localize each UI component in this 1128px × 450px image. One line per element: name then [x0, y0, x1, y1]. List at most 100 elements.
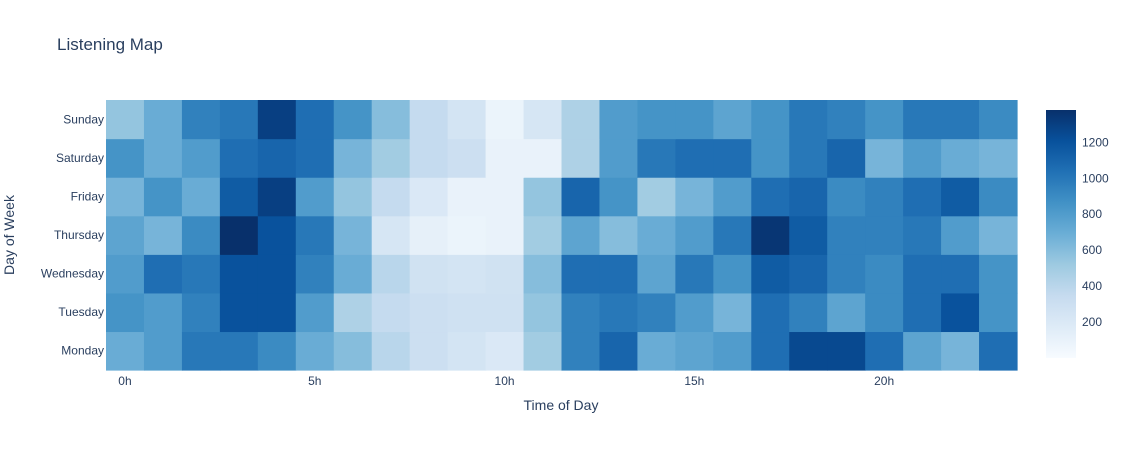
- heatmap-cell: [295, 215, 335, 255]
- heatmap-cell: [106, 138, 145, 178]
- heatmap-cell: [333, 177, 373, 217]
- heatmap-cell: [106, 331, 145, 371]
- heatmap-cell: [447, 177, 487, 217]
- chart-title: Listening Map: [57, 35, 163, 54]
- heatmap-cell: [447, 100, 487, 140]
- heatmap-cell: [523, 331, 563, 371]
- heatmap-cell: [371, 177, 411, 217]
- heatmap-cell: [181, 331, 221, 371]
- heatmap-cell: [295, 138, 335, 178]
- heatmap-cell: [751, 292, 790, 333]
- heatmap-cell: [903, 331, 942, 371]
- heatmap-cell: [181, 215, 221, 255]
- colorbar-tick-labels: 200 400 600 800 1000 1200: [1082, 135, 1109, 329]
- colorbar: [1046, 110, 1076, 358]
- heatmap-cell: [219, 292, 259, 333]
- heatmap-cell: [219, 215, 259, 255]
- heatmap-cell: [865, 254, 904, 294]
- heatmap-cell: [371, 331, 411, 371]
- heatmap-cell: [637, 138, 676, 178]
- colorbar-tick-label: 1200: [1082, 135, 1109, 149]
- heatmap-cell: [979, 331, 1018, 371]
- heatmap-cell: [713, 331, 752, 371]
- heatmap-cell: [561, 331, 601, 371]
- heatmap-cell: [941, 331, 980, 371]
- heatmap-cell: [789, 215, 828, 255]
- heatmap-cell: [295, 177, 335, 217]
- colorbar-tick-label: 200: [1082, 315, 1102, 329]
- heatmap-cell: [219, 254, 259, 294]
- heatmap-cell: [447, 215, 487, 255]
- heatmap-cell: [865, 292, 904, 333]
- colorbar-tick-label: 400: [1082, 279, 1102, 293]
- heatmap-cell: [865, 215, 904, 255]
- x-tick-label: 0h: [118, 374, 131, 388]
- heatmap-cell: [181, 254, 221, 294]
- y-tick-label: Monday: [61, 344, 104, 358]
- heatmap-cell: [257, 292, 297, 333]
- heatmap-cell: [523, 292, 563, 333]
- heatmap-cell: [751, 331, 790, 371]
- heatmap-cell: [295, 100, 335, 140]
- heatmap-cell: [675, 215, 714, 255]
- heatmap-cell: [561, 100, 601, 140]
- heatmap-cell: [637, 177, 676, 217]
- heatmap-cell: [485, 177, 525, 217]
- heatmap-cell: [181, 100, 221, 140]
- heatmap-cell: [827, 215, 866, 255]
- heatmap-cell: [599, 331, 639, 371]
- heatmap-cell: [979, 177, 1018, 217]
- heatmap-cell: [789, 177, 828, 217]
- heatmap-cell: [523, 177, 563, 217]
- heatmap-cell: [409, 138, 449, 178]
- heatmap-cell: [903, 254, 942, 294]
- heatmap-cell: [751, 215, 790, 255]
- heatmap-cell: [827, 254, 866, 294]
- heatmap-cell: [219, 138, 259, 178]
- y-tick-label: Friday: [71, 189, 104, 203]
- x-tick-label: 10h: [495, 374, 515, 388]
- heatmap-cell: [409, 177, 449, 217]
- heatmap-cell: [295, 292, 335, 333]
- heatmap-cell: [675, 138, 714, 178]
- heatmap-cell: [789, 138, 828, 178]
- heatmap-cell: [561, 292, 601, 333]
- heatmap-cell: [333, 138, 373, 178]
- heatmap-cell: [751, 138, 790, 178]
- heatmap-cell: [485, 331, 525, 371]
- heatmap-cell: [941, 138, 980, 178]
- heatmap-cell: [903, 100, 942, 140]
- heatmap-cell: [789, 100, 828, 140]
- heatmap-cell: [371, 254, 411, 294]
- heatmap-cell: [143, 215, 183, 255]
- heatmap-cell: [979, 100, 1018, 140]
- heatmap-cell: [143, 331, 183, 371]
- heatmap-cell: [865, 138, 904, 178]
- heatmap-cell: [789, 331, 828, 371]
- heatmap-cell: [561, 254, 601, 294]
- heatmap-cell: [561, 215, 601, 255]
- heatmap-cell: [447, 138, 487, 178]
- heatmap-cell: [827, 100, 866, 140]
- heatmap-cell: [903, 177, 942, 217]
- heatmap-cell: [599, 254, 639, 294]
- heatmap-cell: [903, 292, 942, 333]
- heatmap-cell: [106, 100, 145, 140]
- heatmap-cell: [485, 292, 525, 333]
- colorbar-tick-label: 800: [1082, 207, 1102, 221]
- heatmap-cell: [523, 215, 563, 255]
- heatmap-cell: [713, 100, 752, 140]
- heatmap-cell: [675, 177, 714, 217]
- heatmap-cell: [181, 138, 221, 178]
- heatmap-cell: [675, 331, 714, 371]
- x-axis-tick-labels: 0h 5h 10h 15h 20h: [118, 374, 894, 388]
- heatmap-cell: [447, 254, 487, 294]
- y-tick-label: Sunday: [63, 112, 104, 126]
- heatmap-cell: [941, 215, 980, 255]
- y-tick-label: Wednesday: [41, 267, 104, 281]
- heatmap-cell: [751, 254, 790, 294]
- heatmap-cell: [257, 100, 297, 140]
- heatmap-cell: [561, 138, 601, 178]
- heatmap-cell: [143, 292, 183, 333]
- heatmap-cell: [675, 292, 714, 333]
